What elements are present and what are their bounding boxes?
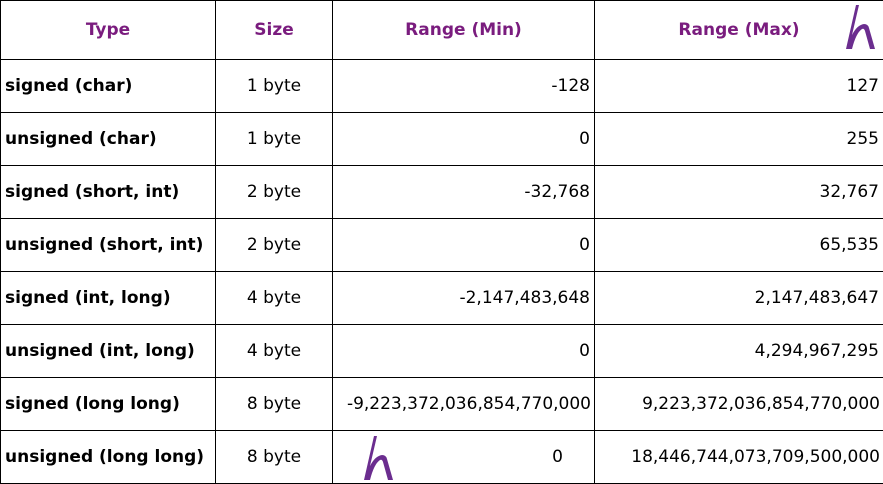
size-cell: 8 byte bbox=[216, 378, 333, 431]
header-range-min: Range (Min) bbox=[333, 1, 595, 60]
range-min-cell: -32,768 bbox=[333, 166, 595, 219]
type-cell: unsigned (char) bbox=[1, 113, 216, 166]
size-cell: 1 byte bbox=[216, 113, 333, 166]
type-cell: unsigned (short, int) bbox=[1, 219, 216, 272]
range-min-cell: -2,147,483,648 bbox=[333, 272, 595, 325]
size-cell: 4 byte bbox=[216, 325, 333, 378]
header-row: Type Size Range (Min) Range (Max) bbox=[1, 1, 883, 60]
range-max-cell: 18,446,744,073,709,500,000 bbox=[595, 431, 883, 484]
table-row: signed (char) 1 byte -128 127 bbox=[1, 60, 883, 113]
header-size: Size bbox=[216, 1, 333, 60]
range-min-cell: -128 bbox=[333, 60, 595, 113]
header-range-max: Range (Max) bbox=[595, 1, 883, 60]
size-cell: 4 byte bbox=[216, 272, 333, 325]
range-min-cell: 0 bbox=[333, 325, 595, 378]
range-max-cell: 255 bbox=[595, 113, 883, 166]
range-max-cell: 2,147,483,647 bbox=[595, 272, 883, 325]
range-max-cell: 127 bbox=[595, 60, 883, 113]
type-cell: signed (int, long) bbox=[1, 272, 216, 325]
size-cell: 1 byte bbox=[216, 60, 333, 113]
range-max-cell: 32,767 bbox=[595, 166, 883, 219]
table-row: signed (short, int) 2 byte -32,768 32,76… bbox=[1, 166, 883, 219]
type-cell: signed (long long) bbox=[1, 378, 216, 431]
table-row: unsigned (char) 1 byte 0 255 bbox=[1, 113, 883, 166]
table-row: signed (long long) 8 byte -9,223,372,036… bbox=[1, 378, 883, 431]
range-max-cell: 9,223,372,036,854,770,000 bbox=[595, 378, 883, 431]
range-min-cell: 0 bbox=[333, 431, 595, 484]
table-row: signed (int, long) 4 byte -2,147,483,648… bbox=[1, 272, 883, 325]
type-cell: unsigned (int, long) bbox=[1, 325, 216, 378]
table-row: unsigned (short, int) 2 byte 0 65,535 bbox=[1, 219, 883, 272]
range-min-cell: 0 bbox=[333, 113, 595, 166]
type-cell: signed (short, int) bbox=[1, 166, 216, 219]
size-cell: 8 byte bbox=[216, 431, 333, 484]
type-cell: signed (char) bbox=[1, 60, 216, 113]
table-row: unsigned (int, long) 4 byte 0 4,294,967,… bbox=[1, 325, 883, 378]
type-cell: unsigned (long long) bbox=[1, 431, 216, 484]
range-min-cell: -9,223,372,036,854,770,000 bbox=[333, 378, 595, 431]
table-row: unsigned (long long) 8 byte 0 18,446,744… bbox=[1, 431, 883, 484]
header-type: Type bbox=[1, 1, 216, 60]
range-min-cell: 0 bbox=[333, 219, 595, 272]
size-cell: 2 byte bbox=[216, 219, 333, 272]
range-max-cell: 65,535 bbox=[595, 219, 883, 272]
range-max-cell: 4,294,967,295 bbox=[595, 325, 883, 378]
size-cell: 2 byte bbox=[216, 166, 333, 219]
